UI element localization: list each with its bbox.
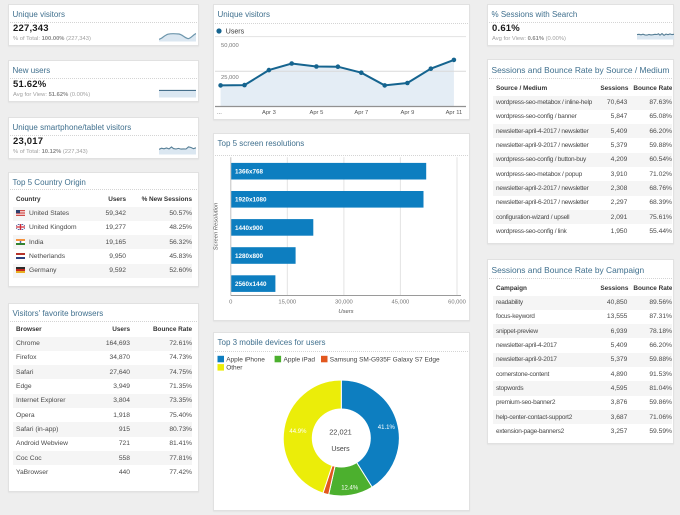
svg-text:Apple iPad: Apple iPad — [284, 356, 316, 363]
svg-text:Screen Resolution: Screen Resolution — [214, 203, 220, 250]
svg-text:Apr 7: Apr 7 — [354, 110, 368, 116]
svg-text:12.4%: 12.4% — [341, 485, 359, 491]
svg-text:0: 0 — [229, 300, 232, 306]
svg-text:Apr 11: Apr 11 — [446, 110, 463, 116]
svg-text:50,000: 50,000 — [221, 43, 239, 49]
svg-text:1920x1080: 1920x1080 — [235, 197, 267, 204]
svg-text:22,021: 22,021 — [329, 428, 352, 437]
svg-text:Apr 5: Apr 5 — [309, 110, 323, 116]
svg-text:25,000: 25,000 — [221, 75, 239, 81]
svg-text:60,000: 60,000 — [448, 300, 466, 306]
svg-text:2560x1440: 2560x1440 — [235, 281, 267, 288]
svg-text:15,000: 15,000 — [278, 300, 296, 306]
svg-text:41.1%: 41.1% — [378, 425, 396, 431]
svg-text:1280x800: 1280x800 — [235, 253, 264, 260]
svg-text:Users: Users — [226, 29, 245, 36]
svg-text:Users: Users — [338, 309, 353, 315]
svg-text:Apr 3: Apr 3 — [262, 110, 276, 116]
svg-text:1366x768: 1366x768 — [235, 169, 264, 176]
svg-text:Other: Other — [226, 365, 243, 372]
svg-text:Samsung SM-G935F Galaxy S7 Edg: Samsung SM-G935F Galaxy S7 Edge — [330, 356, 440, 363]
svg-text:30,000: 30,000 — [335, 300, 353, 306]
svg-text:...: ... — [217, 110, 222, 116]
svg-text:1440x900: 1440x900 — [235, 225, 264, 232]
svg-text:45,000: 45,000 — [392, 300, 410, 306]
svg-text:Users: Users — [331, 446, 350, 453]
svg-text:Apple iPhone: Apple iPhone — [226, 356, 265, 363]
svg-text:44.9%: 44.9% — [289, 429, 307, 435]
svg-text:Apr 9: Apr 9 — [400, 110, 414, 116]
